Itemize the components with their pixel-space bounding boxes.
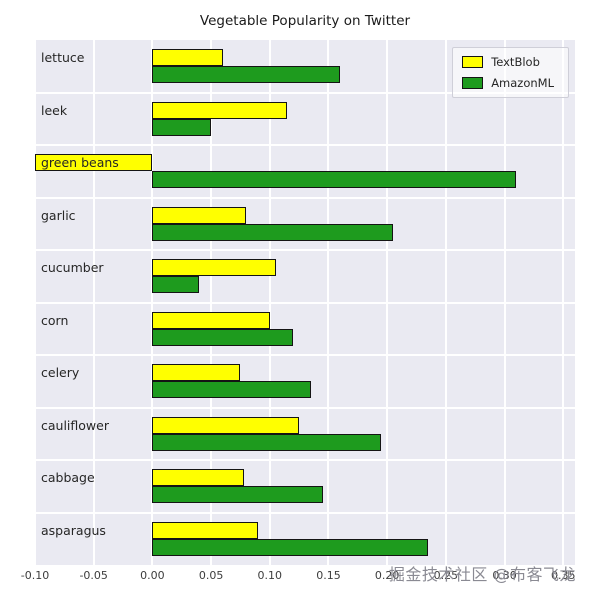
legend-item-amazonml: AmazonML [462,76,554,90]
gridline-horizontal [35,196,575,199]
category-label: cauliflower [41,417,109,433]
watermark: 掘金技术社区 @布客飞龙 [388,565,576,584]
bar-amazonml-cabbage [152,486,323,504]
x-tick-label: 0.15 [316,569,341,582]
gridline-horizontal [35,144,575,146]
category-label: garlic [41,207,76,223]
x-tick-label: 0.30 [492,569,517,582]
category-label: celery [41,365,80,381]
bar-textblob-asparagus [152,521,259,539]
x-tick-label: 0.00 [140,569,165,582]
legend-label: AmazonML [491,76,554,90]
category-label: lettuce [41,50,85,66]
plot-area: TextBlob AmazonML lettuce leek green beans g… [34,40,575,565]
bar-amazonml-asparagus [152,538,429,556]
bar-textblob-cauliflower [152,416,300,434]
x-axis: -0.10 -0.05 0.00 0.05 0.10 0.15 0.20 0.25 0.30 0.… [0,565,600,587]
bar-textblob-cabbage [152,469,244,487]
bar-amazonml-celery [152,381,311,399]
bar-textblob-green-beans [35,154,153,172]
gridline-horizontal [35,406,575,409]
bar-textblob-celery [152,364,241,382]
gridline-horizontal [35,91,575,94]
category-label: cucumber [41,260,104,276]
x-tick-label: 0.20 [374,569,400,582]
bar-textblob-cucumber [152,259,276,277]
legend-swatch-amazonml [462,77,484,89]
x-tick-label: 0.05 [198,569,224,582]
category-label: cabbage [41,470,95,486]
bar-textblob-garlic [152,206,247,224]
gridline-horizontal [35,511,575,514]
bar-amazonml-cauliflower [152,433,382,451]
x-tick-label: 0.10 [257,569,283,582]
gridline-horizontal [35,354,575,356]
bar-amazonml-green-beans [152,171,517,189]
legend-label: TextBlob [491,55,540,69]
category-label: corn [41,312,69,328]
gridline-horizontal [35,459,575,461]
legend: TextBlob AmazonML [452,47,569,98]
bar-textblob-corn [152,311,270,329]
bar-amazonml-leek [152,118,212,136]
legend-item-textblob: TextBlob [462,55,554,69]
bar-textblob-lettuce [152,49,223,67]
legend-swatch-textblob [462,56,484,68]
x-tick-label: 0.35 [551,569,576,582]
bar-amazonml-garlic [152,223,394,241]
category-label: leek [41,102,68,118]
bar-amazonml-cucumber [152,276,200,294]
x-tick-label: 0.25 [433,569,459,582]
bar-amazonml-corn [152,328,294,346]
gridline-horizontal [35,301,575,304]
bar-textblob-leek [152,101,288,119]
category-label: green beans [41,155,119,171]
x-tick-label: -0.10 [20,569,50,582]
x-tick-label: -0.05 [79,569,108,582]
gridline-horizontal [35,249,575,251]
category-label: asparagus [41,522,106,538]
bar-amazonml-lettuce [152,66,341,84]
chart-title: Vegetable Popularity on Twitter [199,13,411,29]
